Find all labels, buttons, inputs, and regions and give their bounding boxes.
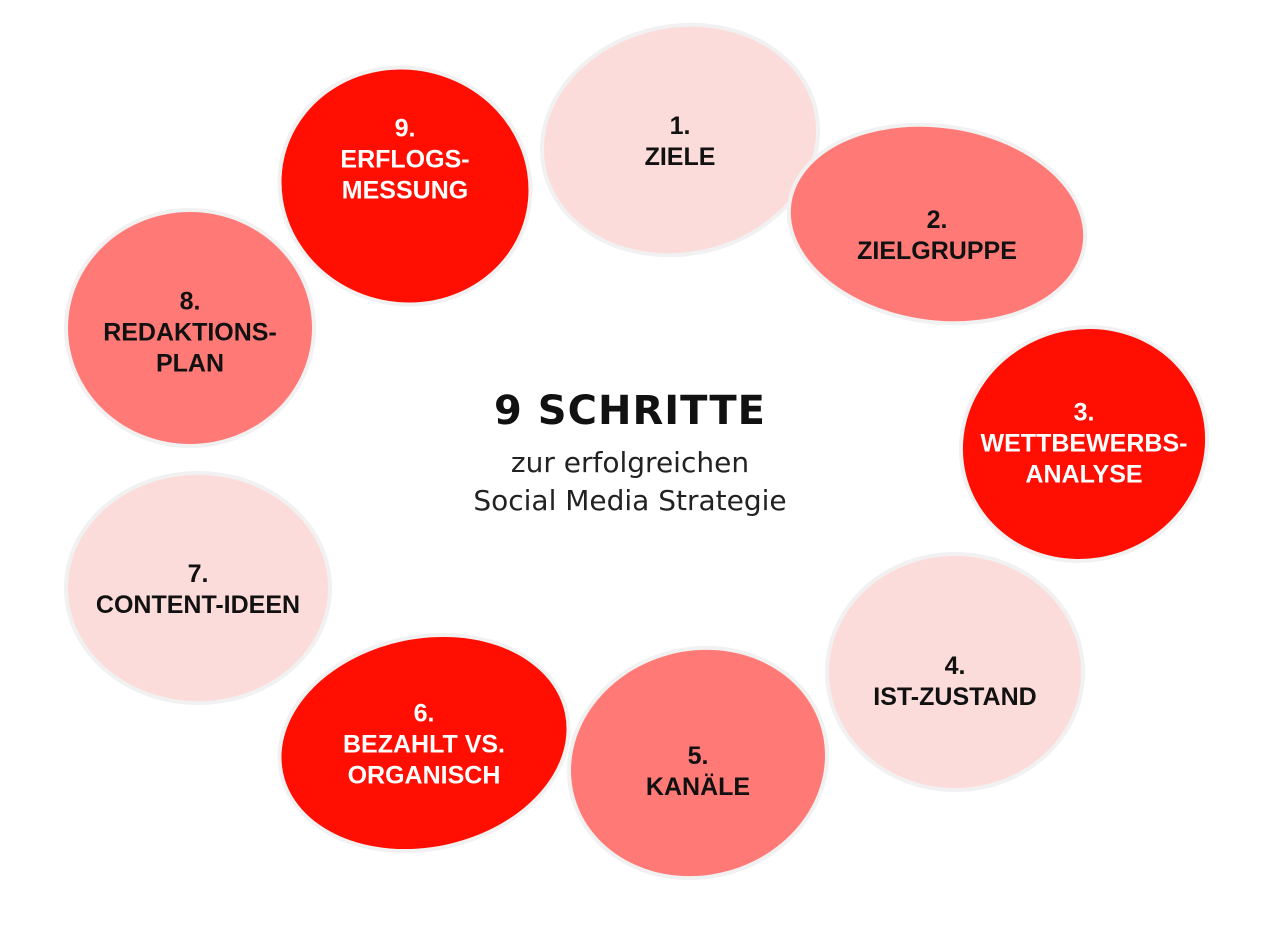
step-2-label-line-1: ZIELGRUPPE [857, 237, 1017, 265]
step-7-blob [68, 475, 328, 701]
step-4-number: 4. [945, 652, 966, 680]
step-6-label-line-1: BEZAHLT VS. [343, 731, 505, 759]
step-5-blob [571, 649, 825, 877]
step-9-label-line-2: MESSUNG [342, 177, 468, 205]
step-1-blob [543, 26, 817, 254]
center-title: 9 SCHRITTE [494, 388, 766, 434]
step-4-blob [829, 556, 1081, 788]
step-7: 7. CONTENT-IDEEN [64, 471, 332, 705]
step-8: 8. REDAKTIONS- PLAN [64, 208, 316, 448]
step-2: 2. ZIELGRUPPE [786, 122, 1088, 326]
step-2-number: 2. [927, 206, 948, 234]
step-9: 9. ERFLOGS- MESSUNG [277, 65, 533, 307]
step-9-number: 9. [395, 115, 416, 143]
step-8-label-line-1: REDAKTIONS- [103, 319, 277, 347]
step-5-label-line-1: KANÄLE [646, 773, 750, 801]
step-9-blob [281, 69, 529, 303]
step-6-blob [281, 636, 567, 850]
step-3-blob [962, 329, 1206, 559]
step-4-label-line-1: IST-ZUSTAND [873, 683, 1036, 711]
step-8-blob [68, 212, 312, 444]
step-7-label-line-1: CONTENT-IDEEN [96, 591, 300, 619]
step-5-number: 5. [688, 742, 709, 770]
step-2-blob [790, 126, 1084, 322]
step-4: 4. IST-ZUSTAND [825, 552, 1085, 792]
step-6-number: 6. [414, 700, 435, 728]
step-5: 5. KANÄLE [567, 645, 829, 881]
step-1-label-line-1: ZIELE [645, 143, 716, 171]
step-3-label-line-1: WETTBEWERBS- [981, 430, 1188, 458]
step-9-label-line-1: ERFLOGS- [340, 146, 469, 174]
step-6: 6. BEZAHLT VS. ORGANISCH [277, 632, 571, 854]
center-subtitle-line-2: Social Media Strategie [473, 484, 787, 517]
center-subtitle-line-1: zur erfolgreichen [510, 446, 750, 479]
step-3-label-line-2: ANALYSE [1025, 461, 1142, 489]
step-1-number: 1. [670, 112, 691, 140]
step-3-number: 3. [1074, 399, 1095, 427]
step-3: 3. WETTBEWERBS- ANALYSE [958, 325, 1210, 563]
step-8-label-line-2: PLAN [156, 350, 224, 378]
step-8-number: 8. [180, 288, 201, 316]
step-1: 1. ZIELE [539, 22, 821, 258]
step-7-number: 7. [188, 560, 209, 588]
step-6-label-line-2: ORGANISCH [348, 762, 501, 790]
